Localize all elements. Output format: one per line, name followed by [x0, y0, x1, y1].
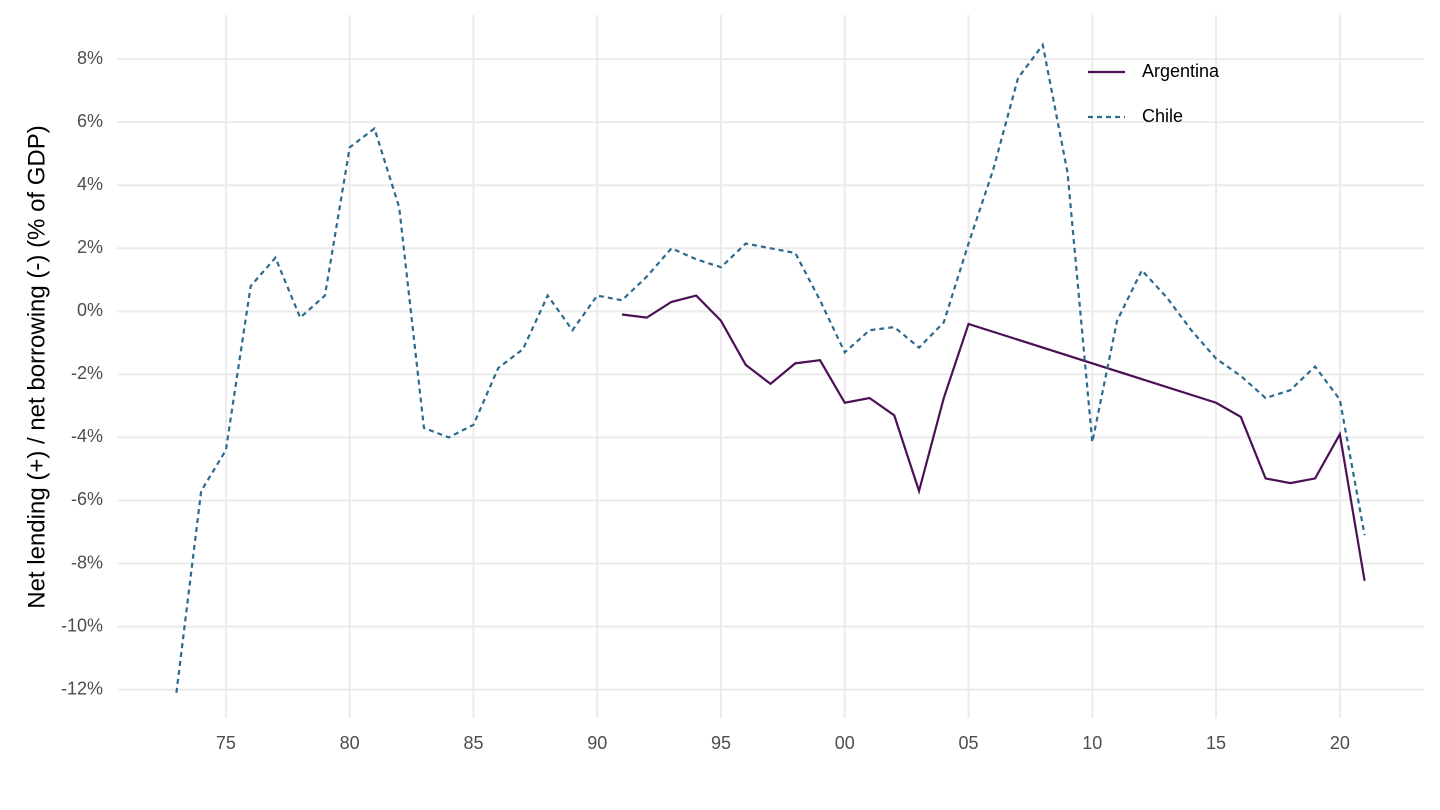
legend-label: Argentina	[1142, 61, 1220, 81]
y-tick-label: 0%	[77, 300, 103, 320]
x-tick-label: 10	[1082, 733, 1102, 753]
y-tick-label: 2%	[77, 237, 103, 257]
y-tick-label: -8%	[71, 552, 103, 572]
y-tick-label: -10%	[61, 615, 103, 635]
x-tick-label: 90	[587, 733, 607, 753]
y-tick-label: -4%	[71, 426, 103, 446]
legend-label: Chile	[1142, 106, 1183, 126]
x-tick-label: 75	[216, 733, 236, 753]
y-tick-label: 8%	[77, 48, 103, 68]
data-line	[621, 294, 1366, 582]
y-axis-title: Net lending (+) / net borrowing (-) (% o…	[23, 125, 50, 609]
y-tick-label: 4%	[77, 174, 103, 194]
y-tick-label: -6%	[71, 489, 103, 509]
x-tick-label: 20	[1330, 733, 1350, 753]
x-tick-label: 95	[711, 733, 731, 753]
y-tick-label: 6%	[77, 111, 103, 131]
x-tick-label: 80	[340, 733, 360, 753]
data-line	[175, 42, 1366, 693]
x-tick-label: 00	[835, 733, 855, 753]
x-tick-label: 15	[1206, 733, 1226, 753]
y-tick-label: -12%	[61, 678, 103, 698]
y-tick-label: -2%	[71, 363, 103, 383]
x-tick-label: 05	[959, 733, 979, 753]
x-tick-label: 85	[463, 733, 483, 753]
